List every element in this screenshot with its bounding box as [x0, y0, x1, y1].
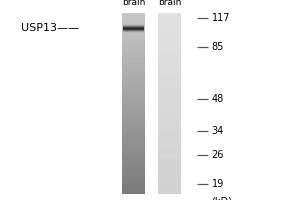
Text: 34: 34 [212, 126, 224, 136]
Text: 19: 19 [212, 179, 224, 189]
Text: 26: 26 [212, 150, 224, 160]
Text: (kD): (kD) [212, 197, 233, 200]
Text: 85: 85 [212, 42, 224, 52]
Text: 48: 48 [212, 94, 224, 104]
Text: USP13——: USP13—— [21, 23, 79, 33]
Text: brain: brain [158, 0, 181, 7]
Text: 117: 117 [212, 13, 230, 23]
Text: brain: brain [122, 0, 145, 7]
